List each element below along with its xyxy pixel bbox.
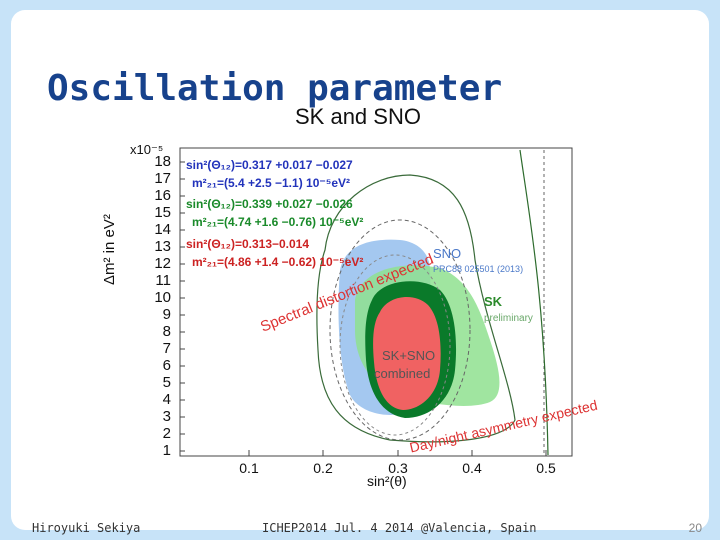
x-tick-label: 0.2: [313, 460, 333, 476]
y-tick-label: 5: [162, 374, 171, 391]
sk-label: SK: [484, 294, 503, 309]
legend-combined-line2: m²₂₁=(4.86 +1.4 −0.62) 10⁻⁵eV²: [192, 255, 364, 269]
x-tick-label: 0.4: [462, 460, 482, 476]
y-tick-label: 3: [162, 408, 171, 425]
footer-author: Hiroyuki Sekiya: [32, 521, 141, 535]
dashed-contour: [339, 254, 451, 436]
y-tick-label: 16: [154, 187, 171, 204]
y-tick-label: 4: [162, 391, 171, 408]
x-tick-label: 0.1: [239, 460, 259, 476]
dashed-contour: [329, 219, 471, 441]
y-tick-label: 13: [154, 238, 171, 255]
page-number: 20: [688, 521, 702, 535]
x-tick-label: 0.3: [388, 460, 408, 476]
legend-sno-line2: m²₂₁=(4.74 +1.6 −0.76) 10⁻⁵eV²: [192, 215, 364, 229]
figure-title: SK and SNO: [295, 104, 421, 129]
sk-outer-contour: [316, 174, 516, 443]
legend-sk-line1: sin²(Θ₁₂)=0.317 +0.017 −0.027: [186, 158, 353, 172]
x-axis-label: sin²(θ): [367, 473, 407, 489]
sno-label: SNO: [433, 246, 462, 261]
y-tick-label: 11: [155, 272, 171, 289]
y-scale-label: x10⁻⁵: [130, 142, 164, 157]
y-tick-label: 14: [154, 221, 171, 238]
y-tick-label: 6: [162, 357, 171, 374]
sk-preliminary: preliminary: [484, 313, 533, 324]
x-tick-label: 0.5: [536, 460, 556, 476]
slide: Oscillation parameter: [11, 10, 709, 530]
y-tick-label: 2: [162, 425, 171, 442]
y-axis-label: Δm² in eV²: [101, 214, 118, 285]
y-tick-label: 1: [162, 442, 171, 459]
y-tick-label: 18: [154, 153, 171, 170]
y-tick-label: 10: [154, 289, 171, 306]
legend-sk-line2: m²₂₁=(5.4 +2.5 −1.1) 10⁻⁵eV²: [192, 176, 351, 190]
legend-combined-line1: sin²(Θ₁₂)=0.313−0.014: [186, 237, 310, 251]
y-tick-label: 7: [162, 340, 171, 357]
y-tick-label: 8: [162, 323, 171, 340]
combined-label-2: combined: [374, 366, 431, 381]
sk-boundary: [519, 149, 549, 456]
y-tick-label: 17: [154, 170, 171, 187]
footer-event: ICHEP2014 Jul. 4 2014 @Valencia, Spain: [262, 521, 537, 535]
sno-reference: PRC88 025501 (2013): [433, 264, 524, 274]
y-tick-label: 9: [162, 306, 171, 323]
y-tick-label: 15: [154, 204, 171, 221]
slide-title: Oscillation parameter: [47, 68, 503, 109]
plot-frame: [179, 147, 573, 457]
combined-region: [373, 296, 441, 410]
legend-sno-line1: sin²(Θ₁₂)=0.339 +0.027 −0.026: [186, 197, 353, 211]
combined-label-1: SK+SNO: [382, 348, 436, 363]
y-tick-label: 12: [154, 255, 171, 272]
